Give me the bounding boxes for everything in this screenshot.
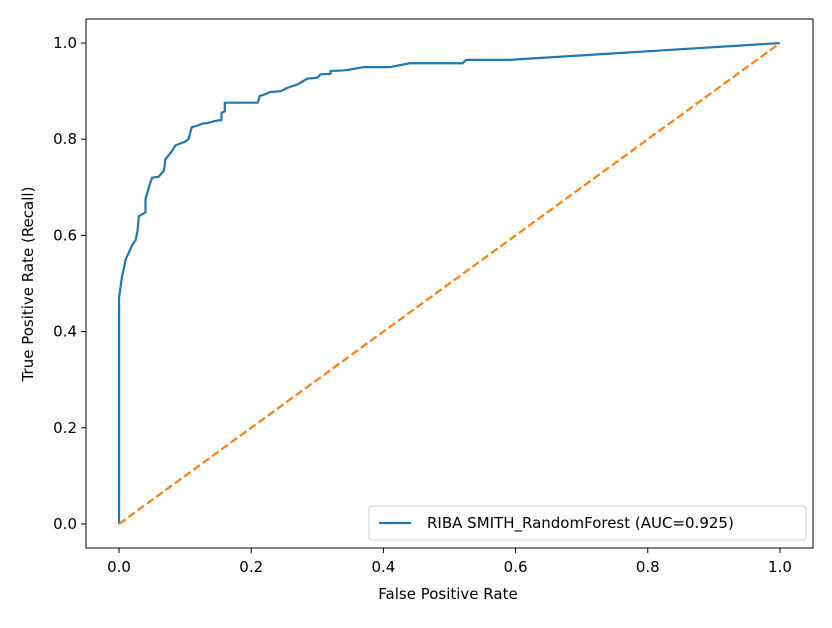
x-tick-label: 0.6 — [504, 558, 528, 576]
x-tick-label: 0.4 — [371, 558, 395, 576]
chance-diagonal-line — [118, 42, 781, 525]
axes-frame — [85, 18, 814, 549]
y-tick-label: 0.0 — [53, 515, 77, 533]
axes: 0.0 0.2 0.4 0.6 0.8 1.0 0.0 0.2 0.4 0.6 0.8 1.0 — [53, 18, 814, 576]
y-tick-label: 0.6 — [53, 226, 77, 244]
x-tick-label: 0.2 — [239, 558, 263, 576]
x-tick-label: 0.0 — [107, 558, 131, 576]
x-axis-label: False Positive Rate — [378, 585, 517, 603]
legend-box — [368, 505, 807, 541]
plot-area — [117, 41, 781, 525]
y-tick-label: 1.0 — [53, 34, 77, 52]
y-axis-label: True Positive Rate (Recall) — [19, 187, 37, 383]
roc-curve-line — [117, 41, 781, 524]
legend-label: RIBA SMITH_RandomForest (AUC=0.925) — [427, 514, 734, 533]
y-tick-label: 0.4 — [53, 323, 77, 341]
x-tick-label: 1.0 — [768, 558, 792, 576]
legend: RIBA SMITH_RandomForest (AUC=0.925) — [368, 505, 807, 541]
y-tick-label: 0.8 — [53, 130, 77, 148]
y-tick-label: 0.2 — [53, 419, 77, 437]
x-tick-label: 0.8 — [636, 558, 660, 576]
